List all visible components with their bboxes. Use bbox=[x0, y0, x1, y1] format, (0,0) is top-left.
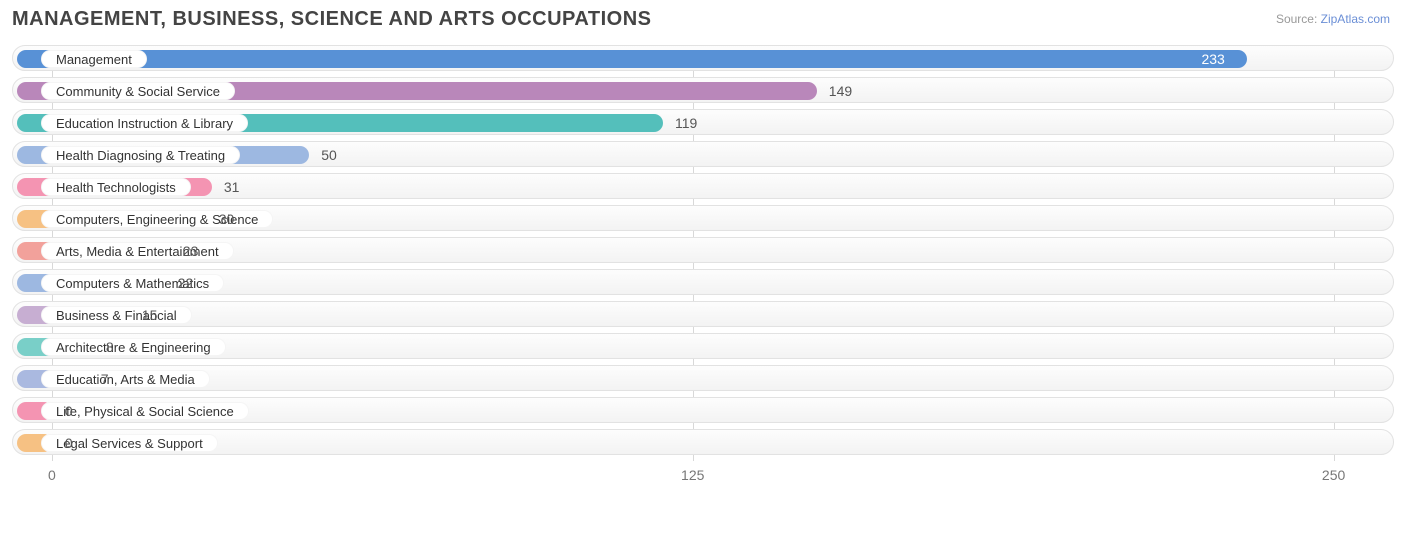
bar-label: Health Diagnosing & Treating bbox=[56, 148, 225, 163]
x-tick: 125 bbox=[681, 467, 704, 483]
bars: Management 233 Community & Social Service 1… bbox=[12, 45, 1394, 455]
chart-header: MANAGEMENT, BUSINESS, SCIENCE AND ARTS O… bbox=[12, 8, 1394, 31]
bar-value: 22 bbox=[178, 270, 194, 296]
bar-value: 0 bbox=[65, 398, 73, 424]
bar-label-pill: Community & Social Service bbox=[41, 82, 235, 100]
bar-label: Education, Arts & Media bbox=[56, 372, 195, 387]
bar-label: Community & Social Service bbox=[56, 84, 220, 99]
x-axis: 0 125 250 bbox=[12, 461, 1394, 489]
bar-label-pill: Health Diagnosing & Treating bbox=[41, 146, 240, 164]
bar-track: Business & Financial15 bbox=[12, 301, 1394, 327]
x-tick: 0 bbox=[48, 467, 56, 483]
bar-value: 50 bbox=[321, 142, 337, 168]
bar-label: Legal Services & Support bbox=[56, 436, 203, 451]
bar-row: Education, Arts & Media7 bbox=[12, 365, 1394, 391]
bar-track: Architecture & Engineering8 bbox=[12, 333, 1394, 359]
x-tick: 250 bbox=[1322, 467, 1345, 483]
bar-label-pill: Education Instruction & Library bbox=[41, 114, 248, 132]
chart-title: MANAGEMENT, BUSINESS, SCIENCE AND ARTS O… bbox=[12, 8, 651, 31]
bar-label: Management bbox=[56, 52, 132, 67]
bar-row: Computers & Mathematics22 bbox=[12, 269, 1394, 295]
bar-value: 233 bbox=[1201, 46, 1224, 72]
bar-track: Arts, Media & Entertainment23 bbox=[12, 237, 1394, 263]
bar-row: Education Instruction & Library 119 bbox=[12, 109, 1394, 135]
bar-value: 0 bbox=[65, 430, 73, 456]
bar-label-pill: Health Technologists bbox=[41, 178, 191, 196]
bar-label-pill: Education, Arts & Media bbox=[41, 370, 210, 388]
bar-row: Health Technologists 31 bbox=[12, 173, 1394, 199]
bar-track: Health Technologists 31 bbox=[12, 173, 1394, 199]
bar-label: Health Technologists bbox=[56, 180, 176, 195]
bar-track: Community & Social Service 149 bbox=[12, 77, 1394, 103]
bar-label-pill: Computers, Engineering & Science bbox=[41, 210, 273, 228]
bar-label-pill: Management bbox=[41, 50, 147, 68]
bar-label: Education Instruction & Library bbox=[56, 116, 233, 131]
bar-track: Computers & Mathematics22 bbox=[12, 269, 1394, 295]
bar-label: Business & Financial bbox=[56, 308, 177, 323]
bar-track: Computers, Engineering & Science30 bbox=[12, 205, 1394, 231]
chart-area: Management 233 Community & Social Service 1… bbox=[12, 45, 1394, 489]
bar-row: Business & Financial15 bbox=[12, 301, 1394, 327]
bar-label-pill: Arts, Media & Entertainment bbox=[41, 242, 234, 260]
bar-row: Arts, Media & Entertainment23 bbox=[12, 237, 1394, 263]
bar-value: 30 bbox=[219, 206, 235, 232]
bar-value: 119 bbox=[675, 110, 697, 136]
bar-track: Education, Arts & Media7 bbox=[12, 365, 1394, 391]
bar-label-pill: Architecture & Engineering bbox=[41, 338, 226, 356]
bar-fill bbox=[17, 50, 1247, 68]
bar-row: Computers, Engineering & Science30 bbox=[12, 205, 1394, 231]
bar-row: Health Diagnosing & Treating 50 bbox=[12, 141, 1394, 167]
bar-label: Architecture & Engineering bbox=[56, 340, 211, 355]
bar-label: Life, Physical & Social Science bbox=[56, 404, 234, 419]
chart-container: MANAGEMENT, BUSINESS, SCIENCE AND ARTS O… bbox=[0, 0, 1406, 559]
bar-track: Health Diagnosing & Treating 50 bbox=[12, 141, 1394, 167]
bar-row: Architecture & Engineering8 bbox=[12, 333, 1394, 359]
chart-source: Source: ZipAtlas.com bbox=[1276, 8, 1394, 26]
source-prefix: Source: bbox=[1276, 12, 1321, 26]
bar-row: Management 233 bbox=[12, 45, 1394, 71]
bar-value: 149 bbox=[829, 78, 852, 104]
bar-track: Legal Services & Support0 bbox=[12, 429, 1394, 455]
bar-value: 23 bbox=[183, 238, 199, 264]
bar-track: Management 233 bbox=[12, 45, 1394, 71]
bar-row: Life, Physical & Social Science0 bbox=[12, 397, 1394, 423]
bar-track: Education Instruction & Library 119 bbox=[12, 109, 1394, 135]
bar-row: Legal Services & Support0 bbox=[12, 429, 1394, 455]
source-link[interactable]: ZipAtlas.com bbox=[1321, 12, 1390, 26]
bar-label-pill: Computers & Mathematics bbox=[41, 274, 224, 292]
bar-value: 15 bbox=[142, 302, 158, 328]
bar-track: Life, Physical & Social Science0 bbox=[12, 397, 1394, 423]
bar-value: 31 bbox=[224, 174, 240, 200]
bar-label-pill: Business & Financial bbox=[41, 306, 192, 324]
bar-row: Community & Social Service 149 bbox=[12, 77, 1394, 103]
bar-value: 8 bbox=[106, 334, 114, 360]
bar-value: 7 bbox=[101, 366, 109, 392]
